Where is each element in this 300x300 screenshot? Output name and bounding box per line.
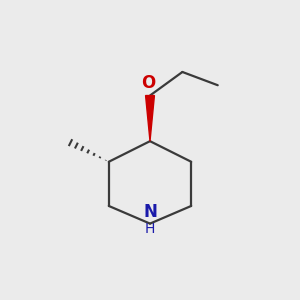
Text: O: O	[141, 74, 156, 92]
Polygon shape	[146, 95, 154, 141]
Text: N: N	[143, 203, 157, 221]
Text: H: H	[145, 222, 155, 236]
